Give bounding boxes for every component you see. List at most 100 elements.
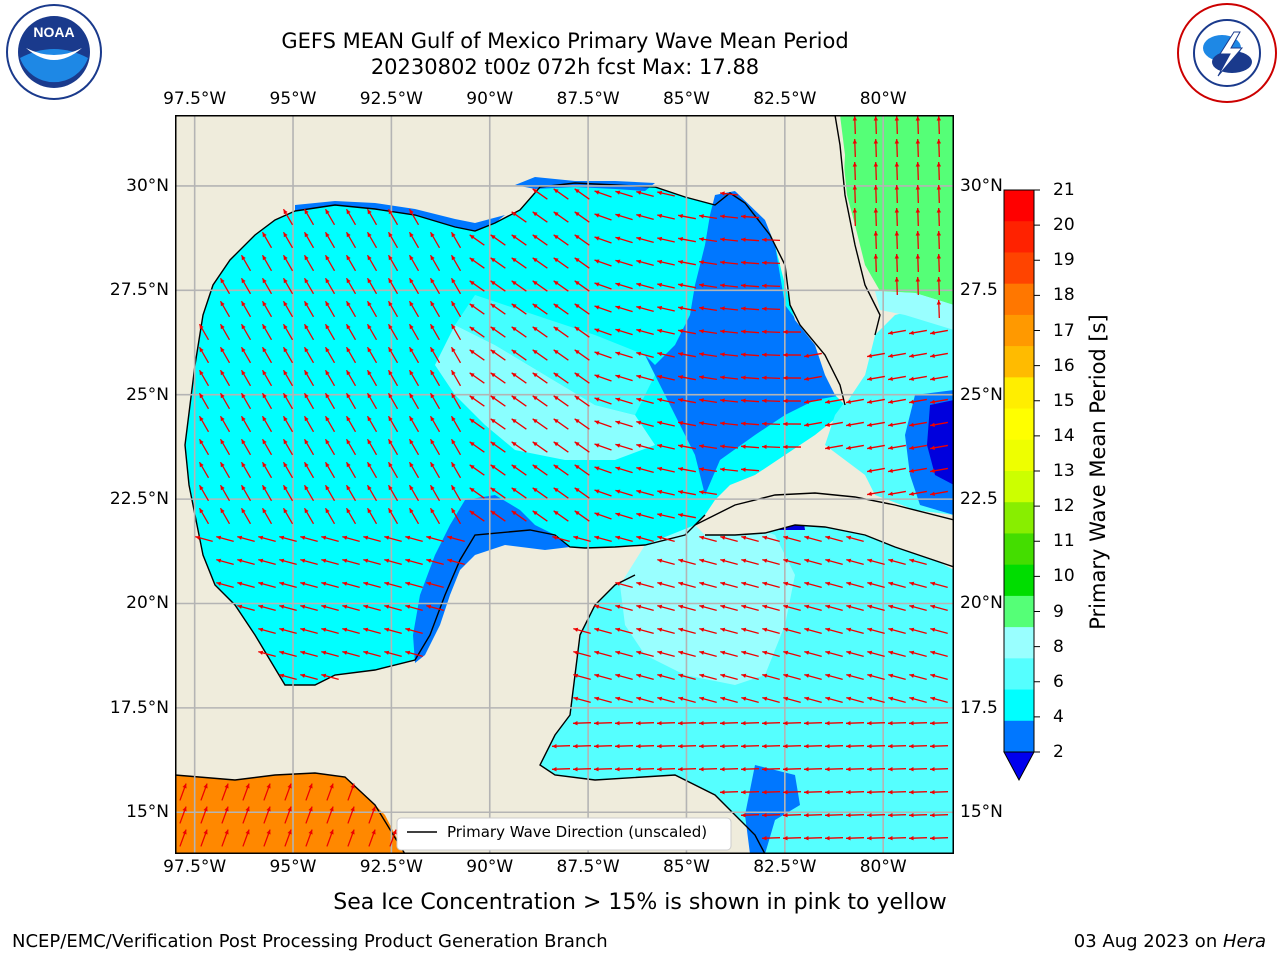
wave-arrow: [852, 184, 858, 204]
wave-arrow: [198, 369, 210, 387]
wave-arrow: [450, 461, 462, 479]
wave-arrow: [387, 507, 399, 525]
latitude-label: 15°N: [126, 802, 169, 823]
wave-arrow: [782, 812, 802, 818]
wave-arrow: [761, 743, 781, 749]
wave-arrow: [573, 673, 591, 680]
wave-arrow: [657, 696, 675, 703]
wave-arrow: [221, 829, 229, 847]
wave-arrow: [426, 581, 444, 588]
wave-arrow: [719, 191, 739, 196]
wave-arrow: [490, 464, 506, 476]
wave-arrow: [888, 673, 906, 680]
wave-arrow: [930, 421, 948, 427]
wave-arrow: [783, 673, 801, 680]
footer-credit: NCEP/EMC/Verification Post Processing Pr…: [12, 931, 608, 952]
wave-arrow: [720, 650, 738, 657]
wave-arrow: [221, 783, 229, 801]
longitude-label: 92.5°W: [359, 857, 423, 877]
wave-arrow: [258, 535, 276, 542]
wave-arrow: [915, 276, 921, 296]
wave-arrow: [699, 467, 717, 473]
wave-arrow: [366, 277, 378, 295]
wave-arrow: [846, 421, 864, 427]
wave-arrow: [553, 257, 569, 269]
svg-text:NOAA: NOAA: [33, 24, 74, 40]
wave-arrow: [657, 236, 675, 243]
wave-arrow: [873, 207, 879, 227]
wave-arrow: [342, 558, 360, 565]
wave-arrow: [804, 375, 822, 381]
wave-arrow: [909, 444, 927, 450]
wave-arrow: [741, 558, 759, 565]
wave-arrow: [699, 650, 717, 657]
wave-arrow: [450, 438, 462, 456]
wave-arrow: [636, 305, 654, 312]
wave-arrow: [909, 604, 927, 611]
wave-arrow: [803, 766, 823, 772]
wave-arrow: [324, 369, 336, 387]
colorbar-segment: [1004, 377, 1034, 410]
wave-arrow: [635, 766, 655, 772]
wave-arrow: [720, 604, 738, 611]
wave-arrow: [552, 535, 570, 542]
wave-arrow: [532, 372, 548, 384]
wave-arrow: [699, 490, 717, 496]
wave-arrow: [846, 558, 864, 565]
wave-arrow: [867, 490, 885, 496]
wave-arrow: [614, 743, 634, 749]
wave-arrow: [678, 581, 696, 588]
wave-arrow: [347, 783, 355, 801]
colorbar-segment: [1004, 689, 1034, 722]
wave-arrow: [258, 558, 276, 565]
wave-arrow: [261, 484, 273, 502]
wave-arrow: [824, 743, 844, 749]
wave-arrow: [740, 352, 760, 357]
wave-arrow: [615, 604, 633, 611]
wave-arrow: [825, 581, 843, 588]
wave-arrow: [657, 397, 675, 404]
wave-arrow: [909, 329, 927, 335]
wave-arrow: [657, 673, 675, 680]
wave-arrow: [761, 444, 781, 449]
wave-arrow: [240, 415, 252, 433]
wave-arrow: [803, 835, 823, 841]
wave-arrow: [909, 421, 927, 427]
wave-arrow: [366, 392, 378, 410]
wave-arrow: [408, 323, 420, 341]
wave-arrow: [741, 604, 759, 611]
wave-arrow: [324, 300, 336, 318]
wave-arrow: [426, 558, 444, 565]
colorbar-tick-label: 14: [1053, 425, 1075, 446]
wave-arrow: [762, 696, 780, 703]
wave-arrow: [867, 650, 885, 657]
wave-arrow: [429, 369, 441, 387]
wave-arrow: [678, 352, 696, 358]
wave-arrow: [198, 323, 210, 341]
colorbar-segment: [1004, 502, 1034, 534]
wave-arrow: [677, 766, 697, 772]
wave-arrow: [615, 627, 633, 634]
wave-arrow: [490, 372, 506, 384]
wave-arrow: [324, 323, 336, 341]
wave-arrow: [450, 369, 462, 387]
latitude-label: 20°N: [126, 593, 169, 614]
wave-arrow: [719, 375, 739, 380]
wave-arrow: [387, 461, 399, 479]
wave-arrow: [237, 535, 255, 542]
colorbar-segment: [1004, 408, 1034, 441]
wave-arrow: [237, 558, 255, 565]
wave-arrow: [574, 280, 590, 292]
wave-arrow: [803, 743, 823, 749]
wave-arrow: [867, 467, 885, 473]
wave-arrow: [408, 254, 420, 272]
wave-arrow: [656, 720, 676, 726]
wave-arrow: [179, 783, 187, 801]
wave-arrow: [866, 720, 886, 726]
wave-arrow: [720, 673, 738, 680]
wave-arrow: [324, 208, 336, 226]
graticule-grid: [175, 115, 954, 854]
wave-arrow: [909, 558, 927, 565]
wave-arrow: [846, 696, 864, 703]
wave-arrow: [888, 398, 906, 404]
